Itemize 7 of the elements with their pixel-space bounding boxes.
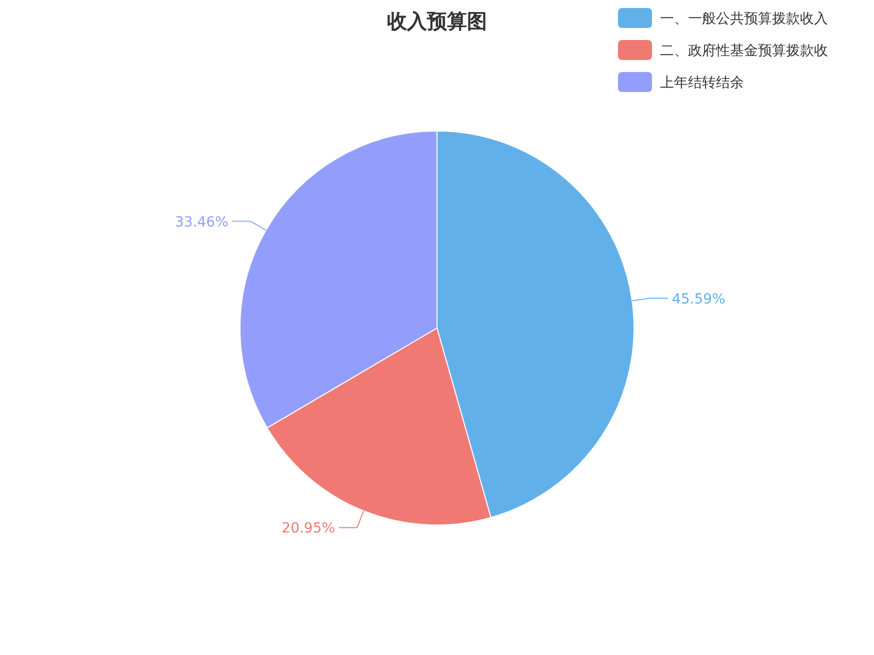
data-label: 20.95%	[282, 520, 336, 537]
data-label: 33.46%	[174, 214, 228, 230]
legend-label: 一、一般公共预算拨款收入	[660, 11, 828, 27]
legend-label: 上年结转结余	[660, 75, 744, 91]
chart-title: 收入预算图	[387, 9, 487, 33]
legend-label: 二、政府性基金预算拨款收	[660, 43, 828, 59]
data-label: 45.59%	[672, 291, 726, 308]
